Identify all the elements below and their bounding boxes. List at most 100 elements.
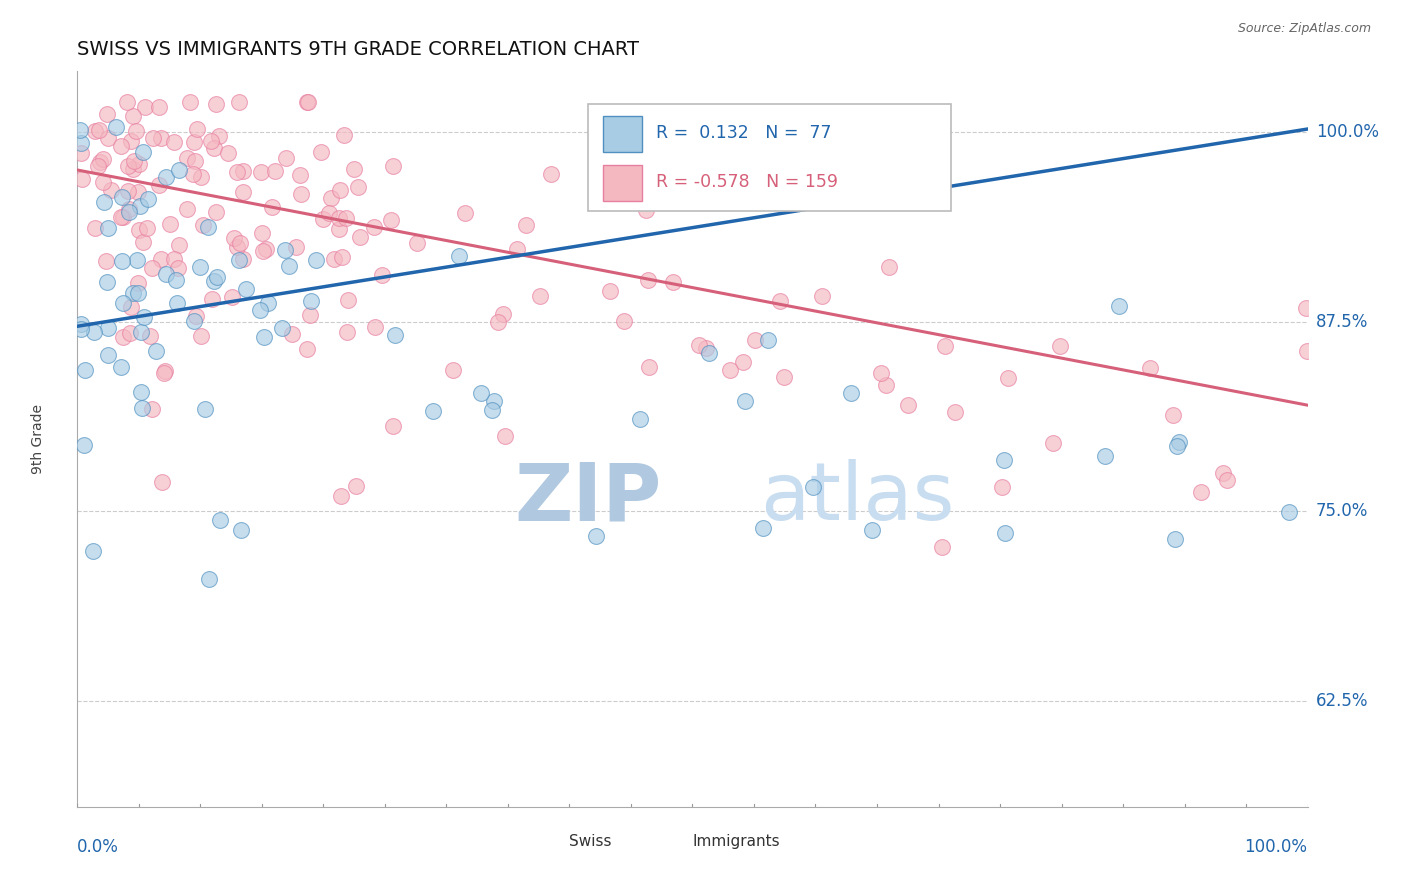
Text: ZIP: ZIP [515, 459, 661, 537]
Point [869, 366, 891, 380]
Text: Immigrants: Immigrants [693, 834, 780, 848]
Point [149, 252, 172, 267]
Point [1108, 299, 1130, 313]
Point [363, 219, 385, 234]
Point [184, 309, 207, 323]
Point [1042, 436, 1064, 450]
Point [149, 130, 172, 145]
Point [84, 124, 107, 138]
Point [163, 252, 186, 266]
Point [232, 252, 254, 266]
Point [121, 285, 143, 300]
Point [274, 151, 297, 165]
Point [228, 252, 250, 267]
Point [494, 429, 516, 443]
Point [141, 260, 163, 275]
Point [93, 195, 115, 210]
Point [128, 223, 150, 237]
Point [329, 183, 352, 197]
Point [695, 341, 717, 355]
Point [229, 236, 252, 251]
Point [1164, 532, 1187, 546]
Point [281, 326, 304, 341]
Point [249, 303, 271, 318]
Point [132, 310, 155, 324]
Point [994, 526, 1017, 541]
Point [330, 489, 353, 503]
Point [637, 360, 659, 375]
Point [100, 183, 122, 197]
Point [284, 240, 307, 254]
Point [167, 260, 190, 275]
Point [1295, 301, 1317, 316]
Point [529, 288, 551, 302]
Point [250, 226, 273, 240]
Point [274, 243, 297, 257]
Point [127, 286, 149, 301]
Point [422, 404, 444, 418]
Point [613, 314, 636, 328]
Point [1049, 339, 1071, 353]
Point [69, 122, 91, 136]
Point [1189, 485, 1212, 500]
Point [328, 211, 350, 225]
Point [118, 204, 141, 219]
Point [364, 319, 387, 334]
Point [148, 100, 170, 114]
Text: Swiss: Swiss [569, 834, 612, 848]
Point [117, 159, 139, 173]
Point [931, 541, 953, 555]
Point [70, 317, 93, 331]
Point [333, 128, 356, 142]
Point [73, 362, 96, 376]
Point [486, 315, 509, 329]
Point [991, 480, 1014, 494]
Point [441, 363, 464, 377]
Point [97, 349, 120, 363]
Point [202, 141, 225, 155]
Point [1278, 505, 1301, 519]
Point [208, 513, 231, 527]
Point [122, 162, 145, 177]
Point [141, 401, 163, 416]
Point [139, 329, 162, 343]
Point [94, 254, 117, 268]
Point [235, 282, 257, 296]
Point [758, 333, 780, 347]
Point [110, 210, 132, 224]
Point [290, 187, 312, 202]
Text: 100.0%: 100.0% [1316, 123, 1379, 141]
Point [134, 100, 156, 114]
Point [129, 325, 152, 339]
Text: R =  0.132   N =  77: R = 0.132 N = 77 [655, 124, 831, 143]
Point [801, 480, 824, 494]
Point [271, 321, 294, 335]
Point [179, 95, 201, 109]
Point [634, 203, 657, 218]
Point [697, 345, 720, 359]
Point [263, 163, 285, 178]
Point [335, 211, 357, 225]
Point [97, 220, 120, 235]
Point [380, 213, 402, 227]
Point [312, 211, 335, 226]
Point [226, 165, 249, 179]
Point [298, 308, 321, 322]
Point [82, 544, 104, 558]
Point [73, 437, 96, 451]
Point [153, 366, 176, 380]
Point [232, 185, 254, 199]
Point [96, 107, 118, 121]
Point [231, 523, 253, 537]
Point [744, 333, 766, 347]
Point [112, 330, 135, 344]
Point [69, 136, 91, 150]
Point [321, 190, 343, 204]
Point [260, 200, 283, 214]
Point [120, 300, 142, 314]
Point [1167, 435, 1189, 450]
Point [253, 330, 276, 344]
Point [201, 292, 224, 306]
Point [167, 237, 190, 252]
Point [91, 152, 114, 166]
